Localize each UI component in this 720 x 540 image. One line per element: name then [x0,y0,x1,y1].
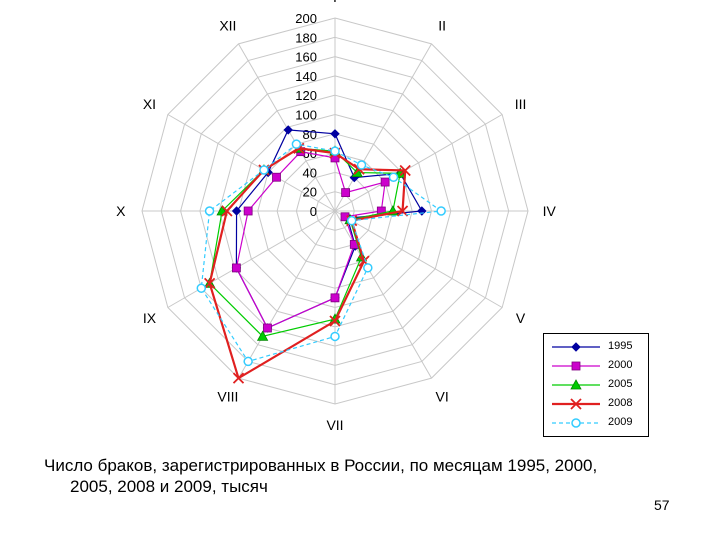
axis-spoke [334,210,432,379]
tick-label: 120 [295,88,317,103]
data-point [243,206,253,216]
data-point [570,398,582,410]
data-point [571,418,581,428]
data-point [356,160,367,170]
data-point [243,356,253,367]
legend-swatch [552,418,600,428]
data-point [196,283,207,293]
data-point [341,188,351,198]
legend-label: 2000 [608,359,633,371]
data-point [329,315,341,327]
radar-axes [142,18,528,404]
data-point [330,129,340,139]
legend-swatch [552,361,600,371]
caption-line-1: Число браков, зарегистрированных в Росси… [44,456,598,475]
data-point [571,342,581,352]
caption: Число браков, зарегистрированных в Росси… [44,455,684,497]
legend-item: 2000 [544,357,648,375]
month-label: VI [435,389,448,405]
data-series [196,125,446,384]
data-point [204,206,215,216]
data-point [570,379,582,390]
tick-label: 100 [295,108,317,123]
data-point [263,323,272,333]
data-point [330,331,340,342]
month-label: VIII [217,389,238,405]
series-line [208,147,407,380]
axis-spoke [334,114,503,212]
page-number: 57 [654,497,670,513]
tick-label: 160 [295,50,317,65]
legend-label: 2008 [608,397,633,409]
data-point [204,277,216,290]
month-label: X [116,203,126,219]
legend-label: 2005 [608,378,633,390]
data-point [380,177,390,187]
axis-spoke [334,43,432,212]
legend-item: 2009 [544,414,648,432]
data-point [221,205,233,217]
month-label: VII [326,417,343,433]
legend-swatch [552,342,600,352]
data-point [571,361,581,371]
caption-line-2: 2005, 2008 и 2009, тысяч [70,477,268,496]
tick-label: 140 [295,69,317,84]
legend-swatch [552,379,600,390]
data-point [259,165,269,175]
month-label: IV [543,203,557,219]
axis-spoke [238,210,336,379]
legend-label: 1995 [608,340,633,352]
month-label: XI [143,96,156,112]
axis-spoke [167,114,336,212]
axis-spoke [334,210,503,308]
data-point [283,125,293,135]
legend-item: 2008 [544,395,648,413]
data-point [330,293,340,303]
legend-item: 2005 [544,376,648,394]
data-point [256,330,269,341]
data-point [231,263,241,273]
data-point [363,263,373,273]
data-point [346,215,357,226]
data-point [436,206,446,216]
legend-item: 1995 [544,338,648,356]
series-2009 [196,139,446,367]
month-label: XII [219,17,236,33]
data-point [417,206,427,216]
month-labels: IIIIIIIVVVIVIIVIIIIXXXIXII [116,0,556,433]
legend-label: 2009 [608,416,633,428]
tick-label: 80 [303,127,317,142]
month-label: IX [143,310,157,326]
data-point [388,172,399,182]
tick-label: 180 [295,30,317,45]
tick-label: 200 [295,11,317,26]
tick-label: 20 [303,185,317,200]
month-label: I [333,0,337,5]
month-label: II [438,17,446,33]
data-point [231,206,242,216]
data-point [272,172,281,182]
month-label: V [516,310,526,326]
axis-spoke [167,210,336,308]
month-label: III [515,96,527,112]
tick-label: 0 [310,204,317,219]
data-point [399,164,411,177]
data-point [232,372,245,384]
legend: 1995 2000 2005 2008 2009 [543,333,649,437]
data-point [330,146,340,156]
tick-label: 40 [303,165,317,180]
legend-swatch [552,398,600,410]
data-point [291,139,302,149]
